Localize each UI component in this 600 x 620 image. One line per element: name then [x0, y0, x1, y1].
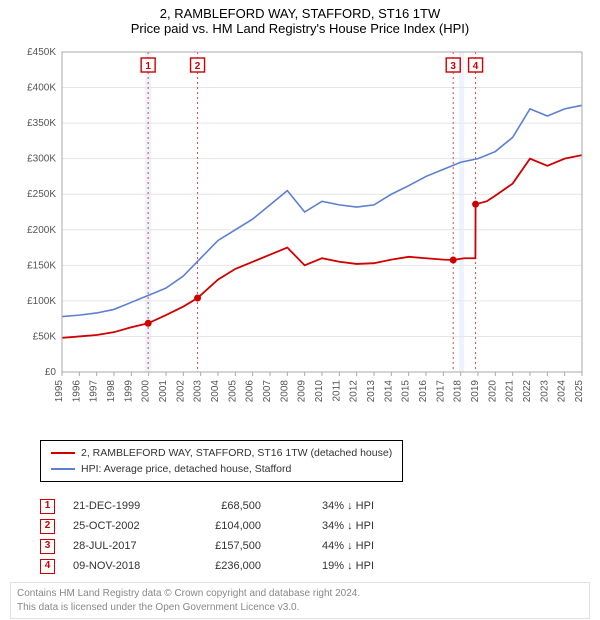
table-row: 4 09-NOV-2018 £236,000 19% ↓ HPI [40, 556, 590, 576]
transaction-date: 09-NOV-2018 [73, 556, 163, 576]
svg-text:2000: 2000 [141, 380, 152, 403]
transaction-marker: 4 [40, 559, 55, 574]
transaction-diff: 34% ↓ HPI [279, 496, 374, 516]
svg-text:£150K: £150K [27, 260, 56, 271]
legend-swatch [51, 468, 75, 470]
svg-text:£300K: £300K [27, 154, 56, 165]
legend-label: 2, RAMBLEFORD WAY, STAFFORD, ST16 1TW (d… [81, 445, 392, 461]
svg-text:4: 4 [473, 61, 479, 72]
svg-text:2004: 2004 [210, 380, 221, 403]
svg-text:2019: 2019 [470, 380, 481, 403]
table-row: 1 21-DEC-1999 £68,500 34% ↓ HPI [40, 496, 590, 516]
attribution-footer: Contains HM Land Registry data © Crown c… [10, 582, 590, 619]
svg-text:2022: 2022 [522, 380, 533, 403]
svg-text:1999: 1999 [123, 380, 134, 403]
svg-text:2009: 2009 [297, 380, 308, 403]
transaction-diff: 34% ↓ HPI [279, 516, 374, 536]
legend-item: 2, RAMBLEFORD WAY, STAFFORD, ST16 1TW (d… [51, 445, 392, 461]
svg-text:£200K: £200K [27, 225, 56, 236]
svg-text:2017: 2017 [435, 380, 446, 403]
transaction-diff: 44% ↓ HPI [279, 536, 374, 556]
svg-text:£250K: £250K [27, 189, 56, 200]
legend: 2, RAMBLEFORD WAY, STAFFORD, ST16 1TW (d… [40, 440, 403, 482]
svg-text:1997: 1997 [89, 380, 100, 403]
svg-text:2006: 2006 [245, 380, 256, 403]
transaction-marker: 2 [40, 519, 55, 534]
svg-text:2012: 2012 [349, 380, 360, 403]
price-chart: £0 £50K £100K £150K £200K £250K £300K £350K £400… [10, 42, 590, 432]
svg-text:2007: 2007 [262, 380, 273, 403]
svg-text:2005: 2005 [227, 380, 238, 403]
table-row: 2 25-OCT-2002 £104,000 34% ↓ HPI [40, 516, 590, 536]
svg-text:3: 3 [450, 61, 456, 72]
svg-text:2025: 2025 [574, 380, 585, 403]
legend-swatch [51, 452, 75, 454]
svg-text:£100K: £100K [27, 296, 56, 307]
svg-text:2: 2 [195, 61, 201, 72]
transaction-price: £157,500 [181, 536, 261, 556]
svg-text:1: 1 [145, 61, 151, 72]
transaction-date: 28-JUL-2017 [73, 536, 163, 556]
title-subtitle: Price paid vs. HM Land Registry's House … [10, 21, 590, 36]
transaction-marker: 1 [40, 499, 55, 514]
svg-text:2016: 2016 [418, 380, 429, 403]
transaction-date: 25-OCT-2002 [73, 516, 163, 536]
svg-text:2008: 2008 [279, 380, 290, 403]
transaction-price: £236,000 [181, 556, 261, 576]
svg-text:2018: 2018 [453, 380, 464, 403]
transactions-table: 1 21-DEC-1999 £68,500 34% ↓ HPI 2 25-OCT-2002… [40, 496, 590, 576]
svg-text:2010: 2010 [314, 380, 325, 403]
legend-label: HPI: Average price, detached house, Staf… [81, 461, 291, 477]
transaction-price: £68,500 [181, 496, 261, 516]
footer-line-1: Contains HM Land Registry data © Crown c… [17, 587, 583, 601]
svg-text:2024: 2024 [557, 380, 568, 403]
svg-text:2011: 2011 [331, 380, 342, 402]
svg-text:1995: 1995 [54, 380, 65, 403]
transaction-diff: 19% ↓ HPI [279, 556, 374, 576]
title-address: 2, RAMBLEFORD WAY, STAFFORD, ST16 1TW [10, 6, 590, 21]
legend-item: HPI: Average price, detached house, Staf… [51, 461, 392, 477]
transaction-price: £104,000 [181, 516, 261, 536]
svg-text:2002: 2002 [175, 380, 186, 403]
svg-text:£450K: £450K [27, 47, 56, 58]
transaction-date: 21-DEC-1999 [73, 496, 163, 516]
transaction-marker: 3 [40, 539, 55, 554]
svg-text:£350K: £350K [27, 118, 56, 129]
svg-text:2015: 2015 [401, 380, 412, 403]
svg-text:2001: 2001 [158, 380, 169, 403]
svg-text:2014: 2014 [383, 380, 394, 403]
svg-text:£0: £0 [45, 367, 57, 378]
svg-text:2020: 2020 [487, 380, 498, 403]
table-row: 3 28-JUL-2017 £157,500 44% ↓ HPI [40, 536, 590, 556]
footer-line-2: This data is licensed under the Open Gov… [17, 601, 583, 615]
svg-text:2021: 2021 [505, 380, 516, 403]
svg-text:1996: 1996 [71, 380, 82, 403]
svg-text:2023: 2023 [539, 380, 550, 403]
svg-text:2003: 2003 [193, 380, 204, 403]
svg-text:£50K: £50K [33, 331, 57, 342]
svg-text:£400K: £400K [27, 83, 56, 94]
svg-text:1998: 1998 [106, 380, 117, 403]
svg-text:2013: 2013 [366, 380, 377, 403]
